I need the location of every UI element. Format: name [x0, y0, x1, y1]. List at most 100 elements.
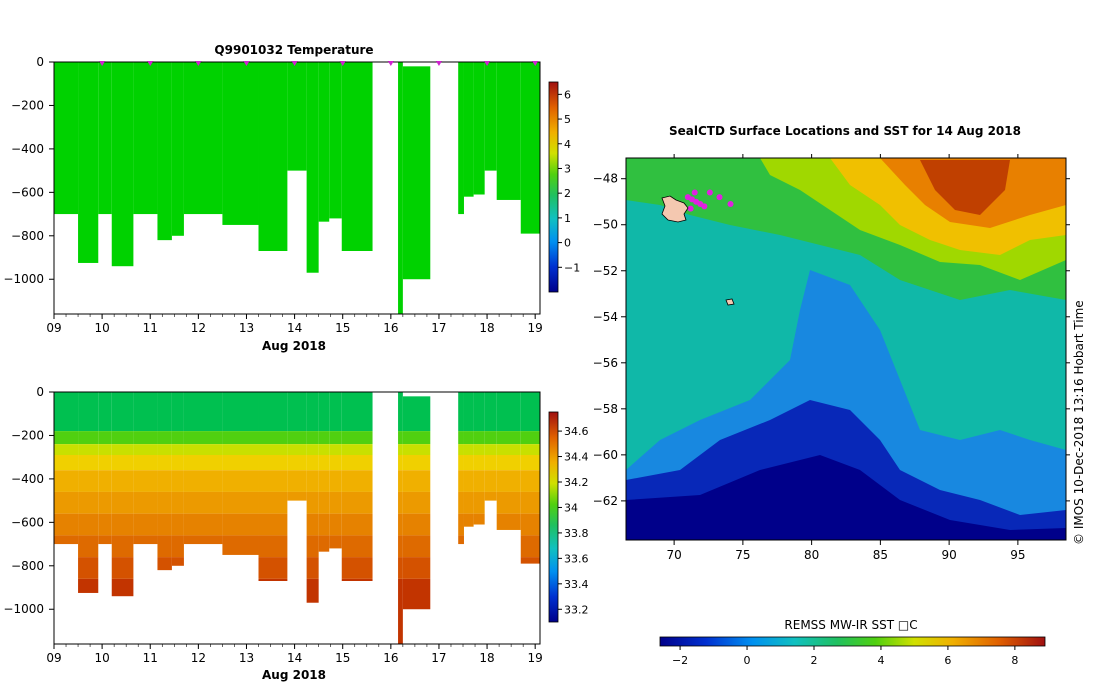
x-tick-label: 17 [431, 651, 446, 665]
profile-5-layer-1 [157, 431, 172, 445]
profile-22-layer-8 [520, 557, 540, 564]
map-x-tick-label: 95 [1010, 548, 1025, 562]
profile-20-layer-0 [484, 62, 497, 171]
profile-14-layer-9 [341, 578, 373, 581]
temperature-panel: Q9901032 Temperature 0 −200 −400 −600 −800 −1… [3, 43, 580, 353]
profile-8-layer-6 [222, 513, 259, 536]
profile-19-layer-0 [473, 62, 485, 195]
map-x-tick-label: 85 [873, 548, 888, 562]
profile-10-layer-5 [287, 491, 307, 501]
profile-22-layer-2 [520, 444, 540, 455]
profile-13-layer-3 [329, 455, 342, 471]
y-tick-label: 0 [36, 55, 44, 69]
profile-4-layer-7 [133, 535, 158, 545]
y-tick-label: −1000 [3, 272, 44, 286]
profile-2-layer-3 [98, 455, 112, 471]
profile-13-layer-1 [329, 431, 342, 445]
profile-9-layer-8 [258, 557, 288, 579]
map-y-tick-label: −50 [593, 218, 618, 232]
x-tick-label: 14 [287, 321, 302, 335]
seal-position-9 [691, 189, 698, 196]
profile-marker [243, 61, 250, 66]
y-tick-label: −200 [11, 98, 44, 112]
profile-4-layer-6 [133, 513, 158, 536]
profile-2-layer-2 [98, 444, 112, 455]
profile-8-layer-0 [222, 392, 259, 432]
profile-14-layer-7 [341, 535, 373, 558]
seal-position-5 [706, 189, 713, 196]
sst-map-panel: SealCTD Surface Locations and SST for 14… [593, 124, 1086, 667]
sst-colorbar-tick-label: 4 [877, 654, 884, 667]
profile-4-layer-0 [133, 392, 158, 432]
profile-1-layer-9 [78, 578, 99, 593]
profile-3-layer-2 [111, 444, 134, 455]
sst-map-frame [625, 157, 1067, 541]
profile-12-layer-3 [318, 455, 330, 471]
profile-5-layer-4 [157, 470, 172, 492]
temperature-colorbar: −1 0 1 2 3 4 5 6 [548, 81, 580, 293]
colorbar-tick-label: 33.6 [564, 552, 589, 565]
y-tick-label: −1000 [3, 602, 44, 616]
profile-10-layer-0 [287, 62, 307, 171]
profile-4-layer-5 [133, 491, 158, 514]
profile-15-layer-1 [398, 431, 403, 445]
profile-3-layer-7 [111, 535, 134, 558]
profile-14-layer-3 [341, 455, 373, 471]
profile-11-layer-4 [306, 470, 319, 492]
profile-11-layer-6 [306, 513, 319, 536]
salinity-axes: 0 −200 −400 −600 −800 −1000 09 10 11 12 13 14 15 16 17… [3, 385, 542, 665]
profile-13-layer-0 [329, 392, 342, 432]
profile-13-layer-6 [329, 513, 342, 536]
profile-3-layer-4 [111, 470, 134, 492]
colorbar-tick-label: 5 [564, 113, 571, 126]
profile-9-layer-5 [258, 491, 288, 514]
profile-5-layer-5 [157, 491, 172, 514]
profile-8-layer-5 [222, 491, 259, 514]
sst-map-axes: 70 75 80 85 90 95 −48 −50 −52 −54 −56 −58 −60 −62 [593, 154, 1070, 562]
profile-17-layer-4 [458, 470, 464, 492]
profile-1-layer-1 [78, 431, 99, 445]
map-x-tick-label: 80 [804, 548, 819, 562]
profile-22-layer-3 [520, 455, 540, 471]
salinity-data [54, 392, 540, 644]
profile-21-layer-5 [496, 491, 521, 514]
colorbar-tick-label: 34.6 [564, 425, 589, 438]
profile-16-layer-9 [402, 578, 431, 610]
profile-16-layer-3 [402, 455, 431, 471]
x-tick-label: 15 [335, 651, 350, 665]
x-tick-label: 11 [143, 321, 158, 335]
profile-17-layer-2 [458, 444, 464, 455]
profile-6-layer-0 [171, 392, 184, 432]
profile-17-layer-3 [458, 455, 464, 471]
profile-2-layer-1 [98, 431, 112, 445]
temperature-title: Q9901032 Temperature [214, 43, 373, 57]
profile-11-layer-9 [306, 578, 319, 603]
sst-map-title: SealCTD Surface Locations and SST for 14… [669, 124, 1021, 138]
profile-15-layer-5 [398, 491, 403, 514]
profile-1-layer-3 [78, 455, 99, 471]
profile-16-layer-2 [402, 444, 431, 455]
temperature-data [54, 62, 540, 314]
profile-15-layer-6 [398, 513, 403, 536]
profile-12-layer-6 [318, 513, 330, 536]
profile-0-layer-5 [54, 491, 79, 514]
profile-22-layer-0 [520, 392, 540, 432]
profile-4-layer-1 [133, 431, 158, 445]
profile-1-layer-2 [78, 444, 99, 455]
sst-colorbar-tick-label: −2 [672, 654, 688, 667]
profile-19-layer-3 [473, 455, 485, 471]
profile-marker [387, 61, 394, 66]
temperature-plot-frame [53, 61, 541, 315]
profile-10-layer-1 [287, 431, 307, 445]
profile-2-layer-4 [98, 470, 112, 492]
profile-7-layer-6 [183, 513, 223, 536]
profile-20-layer-0 [484, 392, 497, 432]
x-tick-label: 09 [46, 321, 61, 335]
colorbar-tick-label: −1 [564, 261, 580, 274]
profile-21-layer-0 [496, 62, 521, 200]
profile-11-layer-0 [306, 392, 319, 432]
profile-3-layer-9 [111, 578, 134, 597]
profile-5-layer-7 [157, 535, 172, 558]
profile-marker [195, 61, 202, 66]
profile-17-layer-0 [458, 392, 464, 432]
